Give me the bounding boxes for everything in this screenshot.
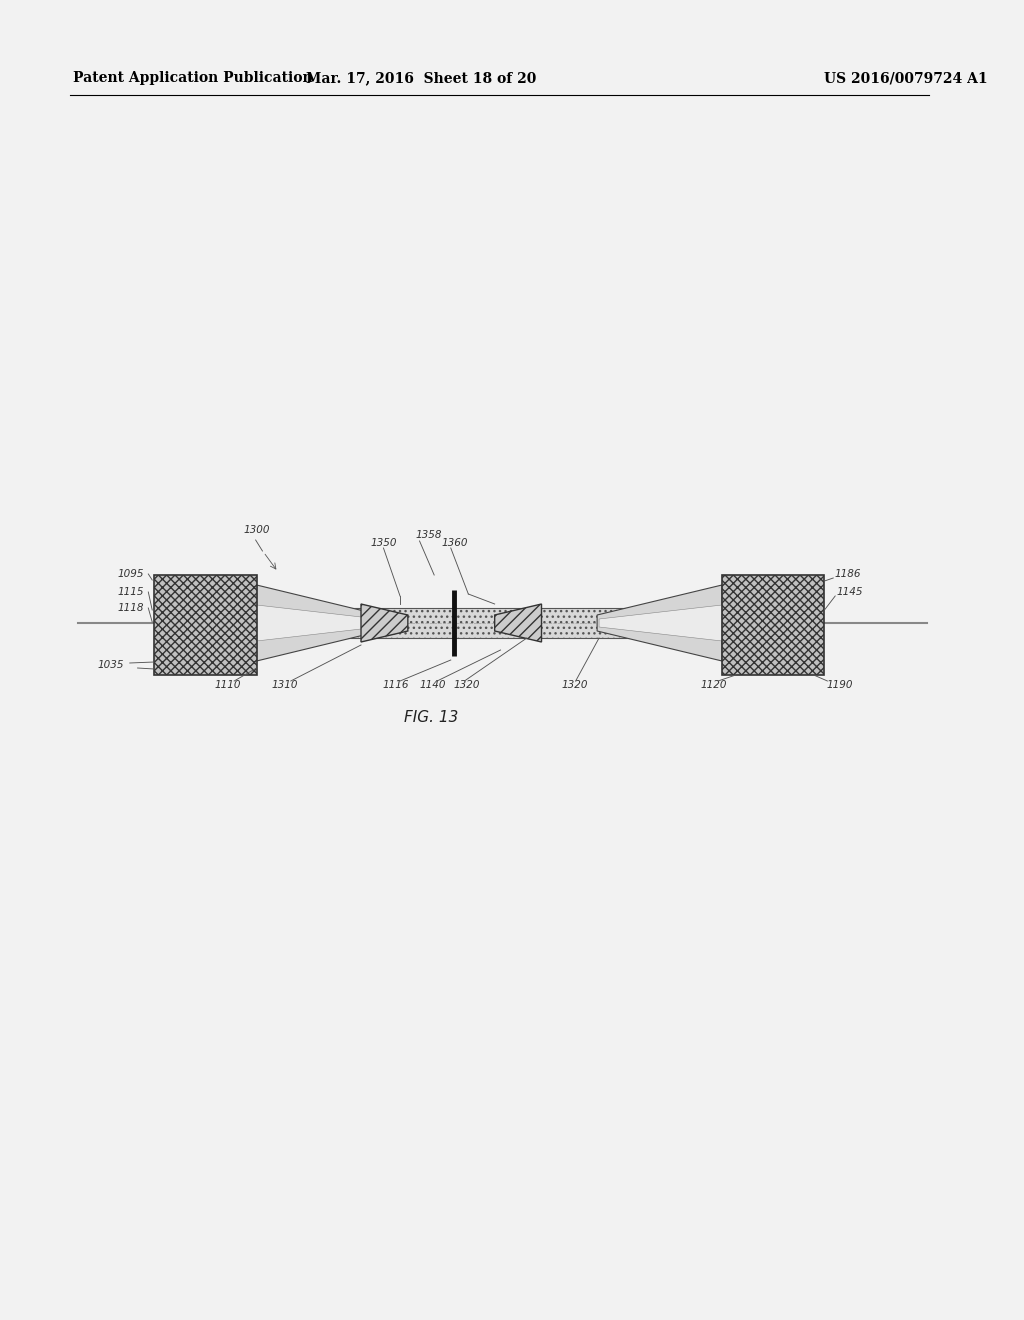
Polygon shape [597,585,722,661]
Bar [722,576,824,675]
Text: 1310: 1310 [271,680,298,690]
Text: 1358: 1358 [416,531,442,540]
Text: 1110: 1110 [215,680,241,690]
Text: 1350: 1350 [371,539,396,548]
Text: Patent Application Publication: Patent Application Publication [73,71,312,84]
Text: 1035: 1035 [97,660,124,671]
Text: 1118: 1118 [117,603,143,612]
Text: 1120: 1120 [700,680,727,690]
Text: Mar. 17, 2016  Sheet 18 of 20: Mar. 17, 2016 Sheet 18 of 20 [306,71,537,84]
Bar [155,576,257,675]
Text: 1186: 1186 [835,569,861,579]
Text: 1320: 1320 [454,680,480,690]
Text: 1105: 1105 [156,667,182,677]
Polygon shape [361,605,408,642]
Text: 1145: 1145 [837,587,862,597]
Text: US 2016/0079724 A1: US 2016/0079724 A1 [824,71,988,84]
Text: 1360: 1360 [442,539,469,548]
Polygon shape [257,605,379,642]
Text: 1140: 1140 [420,680,446,690]
Polygon shape [495,605,542,642]
Text: FIG. 13: FIG. 13 [404,710,459,726]
Text: 1320: 1320 [562,680,589,690]
Text: 1190: 1190 [826,680,853,690]
Text: 1116: 1116 [383,680,409,690]
Bar [257,609,722,638]
Polygon shape [257,585,381,661]
Polygon shape [599,605,722,642]
Text: 1115: 1115 [117,587,143,597]
Text: 1300: 1300 [244,525,270,535]
Text: 1095: 1095 [117,569,143,579]
